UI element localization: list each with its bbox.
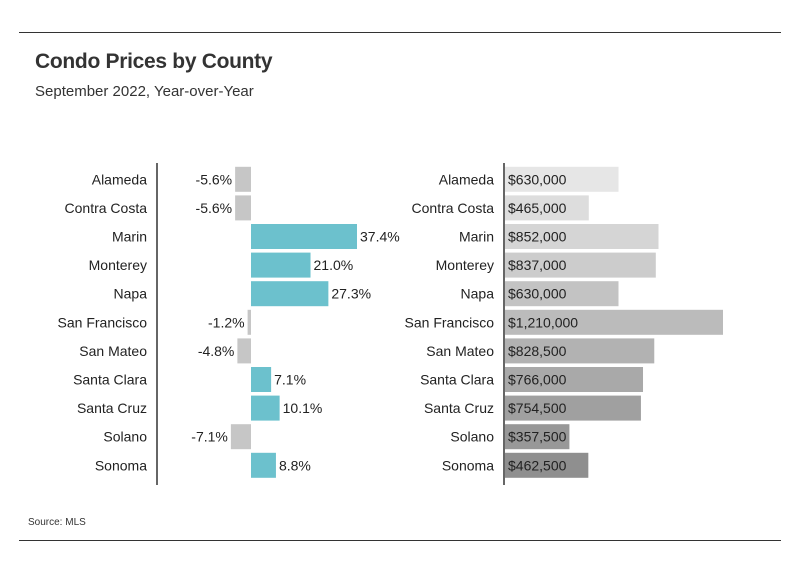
price-data-label: $837,000 xyxy=(508,257,567,273)
chart-title: Condo Prices by County xyxy=(35,50,273,73)
price-bar xyxy=(505,281,619,307)
left-category-label: Solano xyxy=(103,429,147,445)
change-bar xyxy=(235,195,251,221)
price-data-label: $465,000 xyxy=(508,200,567,216)
price-bar xyxy=(505,452,589,478)
right-category-label: Santa Clara xyxy=(420,372,494,388)
change-bar xyxy=(251,224,357,249)
price-data-label: $754,500 xyxy=(508,400,567,416)
change-bar xyxy=(230,424,251,450)
change-bar xyxy=(237,338,251,364)
right-category-label: Alameda xyxy=(439,171,494,187)
change-data-label: 10.1% xyxy=(283,400,323,416)
change-data-label: -7.1% xyxy=(191,429,228,445)
right-category-label: San Francisco xyxy=(405,314,495,330)
change-data-label: -4.8% xyxy=(198,343,235,359)
price-data-label: $630,000 xyxy=(508,171,567,187)
price-data-label: $852,000 xyxy=(508,229,567,245)
median-price-chart: Alameda $630,000 Contra Costa $465,000 Marin… xyxy=(405,163,723,485)
left-category-label: Contra Costa xyxy=(65,200,148,216)
price-data-label: $630,000 xyxy=(508,286,567,302)
chart-subtitle: September 2022, Year-over-Year xyxy=(35,83,254,100)
right-category-label: Solano xyxy=(450,429,494,445)
change-bar xyxy=(251,281,329,307)
right-category-label: Contra Costa xyxy=(412,200,495,216)
change-data-label: -5.6% xyxy=(196,200,233,216)
change-bar xyxy=(235,166,251,192)
change-bar xyxy=(251,395,280,421)
change-data-label: 27.3% xyxy=(331,286,371,302)
change-data-label: -1.2% xyxy=(208,314,245,330)
left-category-label: Santa Clara xyxy=(73,372,147,388)
price-bar xyxy=(505,367,644,392)
price-bar xyxy=(505,395,641,421)
yoy-change-chart: Alameda -5.6% Contra Costa -5.6% Marin 37.4% M… xyxy=(58,163,400,485)
change-data-label: 7.1% xyxy=(274,372,306,388)
price-data-label: $828,500 xyxy=(508,343,567,359)
change-data-label: 21.0% xyxy=(314,257,354,273)
left-category-label: Santa Cruz xyxy=(77,400,147,416)
price-data-label: $766,000 xyxy=(508,372,567,388)
right-category-label: Monterey xyxy=(436,257,494,273)
change-bar xyxy=(251,452,276,478)
change-bar xyxy=(251,367,272,392)
price-bar xyxy=(505,166,619,192)
left-category-label: San Francisco xyxy=(58,314,148,330)
right-category-label: Sonoma xyxy=(442,457,494,473)
right-category-label: Marin xyxy=(459,229,494,245)
top-rule xyxy=(19,32,781,33)
price-data-label: $1,210,000 xyxy=(508,314,578,330)
right-category-label: Napa xyxy=(461,286,495,302)
price-bar xyxy=(505,309,723,335)
right-category-label: San Mateo xyxy=(426,343,494,359)
left-category-label: Sonoma xyxy=(95,457,147,473)
price-bar xyxy=(505,195,589,221)
source-note: Source: MLS xyxy=(28,517,86,528)
left-category-label: San Mateo xyxy=(79,343,147,359)
left-category-label: Alameda xyxy=(92,171,147,187)
change-data-label: 37.4% xyxy=(360,229,400,245)
price-data-label: $357,500 xyxy=(508,429,567,445)
change-data-label: 8.8% xyxy=(279,457,311,473)
price-bar xyxy=(505,224,659,249)
right-category-label: Santa Cruz xyxy=(424,400,494,416)
change-bar xyxy=(251,252,311,278)
price-bar xyxy=(505,338,655,364)
price-bar xyxy=(505,252,656,278)
bottom-rule xyxy=(19,540,781,541)
left-category-label: Monterey xyxy=(89,257,147,273)
left-category-label: Napa xyxy=(114,286,148,302)
change-data-label: -5.6% xyxy=(196,171,233,187)
change-bar xyxy=(247,309,251,335)
price-data-label: $462,500 xyxy=(508,457,567,473)
left-category-label: Marin xyxy=(112,229,147,245)
price-bar xyxy=(505,424,570,450)
